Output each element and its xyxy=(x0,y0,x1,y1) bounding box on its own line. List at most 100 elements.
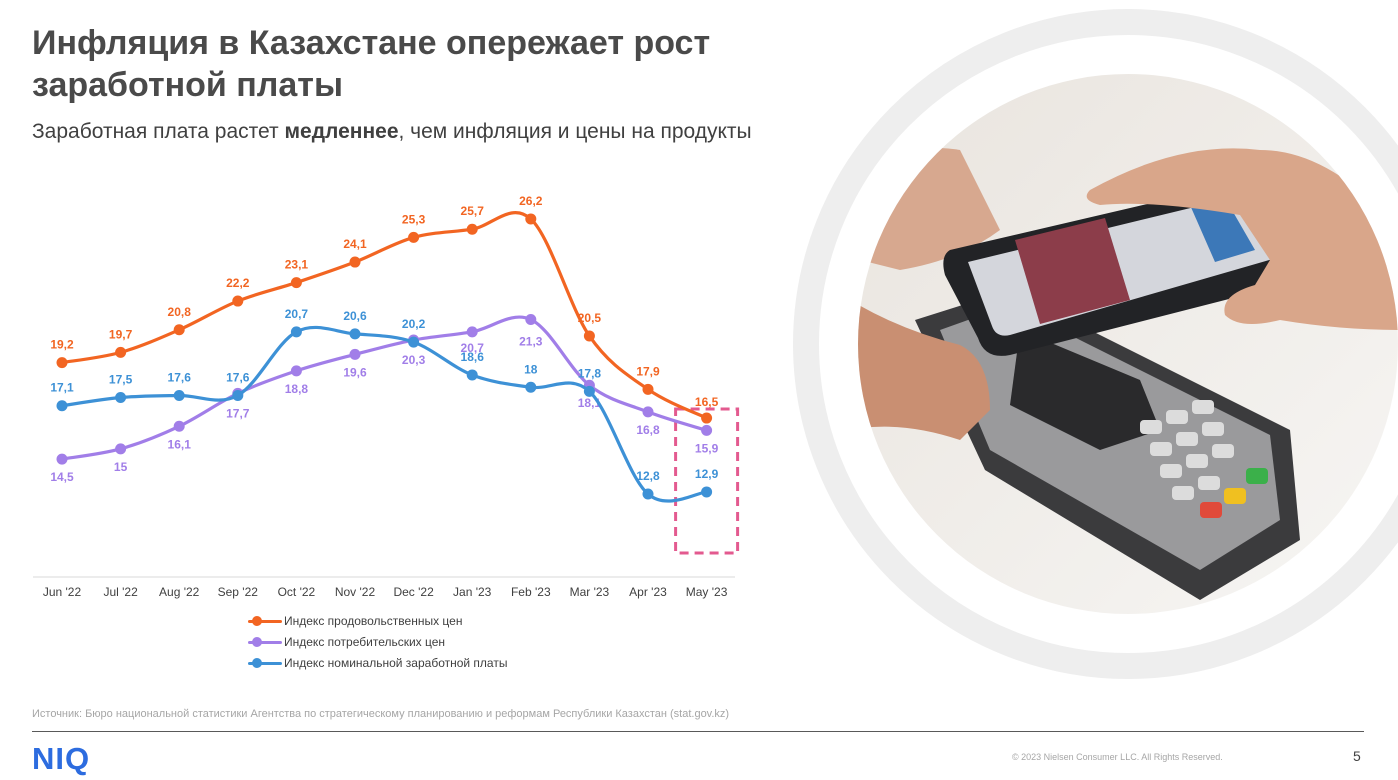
data-point xyxy=(466,326,478,338)
data-label: 19,2 xyxy=(50,338,74,352)
data-point xyxy=(701,412,713,424)
data-label: 19,6 xyxy=(343,365,367,379)
subtitle-emphasis: медленнее xyxy=(284,120,399,143)
photo-content xyxy=(858,74,1398,614)
data-point xyxy=(408,231,420,243)
x-tick-label: Mar '23 xyxy=(570,585,610,599)
data-point xyxy=(115,346,127,358)
data-label: 12,9 xyxy=(695,467,719,481)
data-point xyxy=(525,381,537,393)
data-point xyxy=(232,295,244,307)
data-point xyxy=(642,406,654,418)
data-point xyxy=(583,385,595,397)
x-tick-label: Jul '22 xyxy=(103,585,138,599)
legend-label-wage: Индекс номинальной заработной платы xyxy=(284,655,508,670)
line-chart: Jun '22 Jul '22 Aug '22 Sep '22 Oct '22 Nov '… xyxy=(33,194,740,599)
data-label: 20,6 xyxy=(343,309,367,323)
subtitle-text: Заработная плата растет xyxy=(32,120,285,143)
x-tick-label: May '23 xyxy=(686,585,728,599)
data-point xyxy=(408,336,420,348)
legend-swatch-food xyxy=(248,615,282,626)
data-point xyxy=(701,424,713,436)
data-label: 16,1 xyxy=(168,437,192,451)
x-tick-label: Apr '23 xyxy=(629,585,667,599)
photo-ring xyxy=(793,9,1398,679)
data-label: 20,8 xyxy=(168,305,192,319)
data-label: 16,8 xyxy=(636,423,660,437)
data-point xyxy=(173,389,185,401)
niq-logo: NIQ xyxy=(32,741,91,776)
source-note: Источник: Бюро национальной статистики А… xyxy=(32,708,730,720)
page-subtitle: Заработная плата растет медленнее, чем и… xyxy=(32,118,752,146)
keypad xyxy=(1140,400,1234,500)
legend-item-cpi: Индекс потребительских цен xyxy=(248,631,507,652)
data-point xyxy=(466,369,478,381)
data-point xyxy=(642,383,654,395)
series-line-0 xyxy=(60,211,709,420)
data-label: 18 xyxy=(524,362,538,376)
x-tick-label: Oct '22 xyxy=(278,585,316,599)
legend-item-food: Индекс продовольственных цен xyxy=(248,610,507,631)
data-label: 15,9 xyxy=(695,441,719,455)
data-label: 18,8 xyxy=(285,382,309,396)
data-point xyxy=(56,400,68,412)
subtitle-text-end: , чем инфляция и цены на продукты xyxy=(398,120,752,143)
legend-item-wage: Индекс номинальной заработной платы xyxy=(248,652,507,673)
x-tick-label: Jan '23 xyxy=(453,585,492,599)
data-label: 17,1 xyxy=(50,381,74,395)
data-label: 20,7 xyxy=(285,307,309,321)
legend-swatch-cpi xyxy=(248,636,282,647)
data-label: 20,3 xyxy=(402,353,426,367)
data-point xyxy=(525,213,537,225)
series-line-2 xyxy=(60,325,709,503)
data-point xyxy=(701,486,713,498)
page-number: 5 xyxy=(1353,748,1361,764)
data-label: 17,5 xyxy=(109,373,133,387)
data-label: 24,1 xyxy=(343,237,367,251)
data-point xyxy=(466,223,478,235)
page-title: Инфляция в Казахстане опережает рост зар… xyxy=(32,24,711,104)
data-label: 12,8 xyxy=(636,469,660,483)
data-label: 17,6 xyxy=(226,370,250,384)
legend-swatch-wage xyxy=(248,657,282,668)
data-point xyxy=(232,389,244,401)
data-point xyxy=(642,488,654,500)
data-point xyxy=(173,420,185,432)
data-point xyxy=(173,324,185,336)
data-label: 20,5 xyxy=(578,311,602,325)
data-label: 16,5 xyxy=(695,395,719,409)
data-point xyxy=(349,328,361,340)
payment-photo xyxy=(793,9,1398,679)
x-tick-label: Dec '22 xyxy=(393,585,434,599)
data-point xyxy=(290,365,302,377)
data-label: 15 xyxy=(114,460,128,474)
data-point xyxy=(349,256,361,268)
data-label: 17,7 xyxy=(226,406,250,420)
data-point xyxy=(349,348,361,360)
data-label: 19,7 xyxy=(109,327,133,341)
data-label: 20,7 xyxy=(461,341,485,355)
data-label: 18,6 xyxy=(461,350,485,364)
data-label: 25,3 xyxy=(402,212,426,226)
data-point xyxy=(115,392,127,404)
legend-label-food: Индекс продовольственных цен xyxy=(284,613,463,628)
data-point xyxy=(115,443,127,455)
data-label: 26,2 xyxy=(519,194,543,208)
data-label: 23,1 xyxy=(285,258,309,272)
x-tick-label: Feb '23 xyxy=(511,585,551,599)
data-point xyxy=(56,453,68,465)
x-tick-label: Nov '22 xyxy=(335,585,376,599)
copyright: © 2023 Nielsen Consumer LLC. All Rights … xyxy=(1012,752,1223,762)
data-label: 21,3 xyxy=(519,335,543,349)
data-label: 14,5 xyxy=(50,470,74,484)
data-label: 17,6 xyxy=(168,370,192,384)
data-label: 17,8 xyxy=(578,366,602,380)
data-point xyxy=(525,314,537,326)
data-point xyxy=(56,357,68,369)
data-point xyxy=(583,330,595,342)
data-label: 25,7 xyxy=(461,204,485,218)
data-point xyxy=(290,277,302,289)
data-label: 20,2 xyxy=(402,317,426,331)
data-label: 22,2 xyxy=(226,276,250,290)
x-tick-label: Sep '22 xyxy=(218,585,259,599)
